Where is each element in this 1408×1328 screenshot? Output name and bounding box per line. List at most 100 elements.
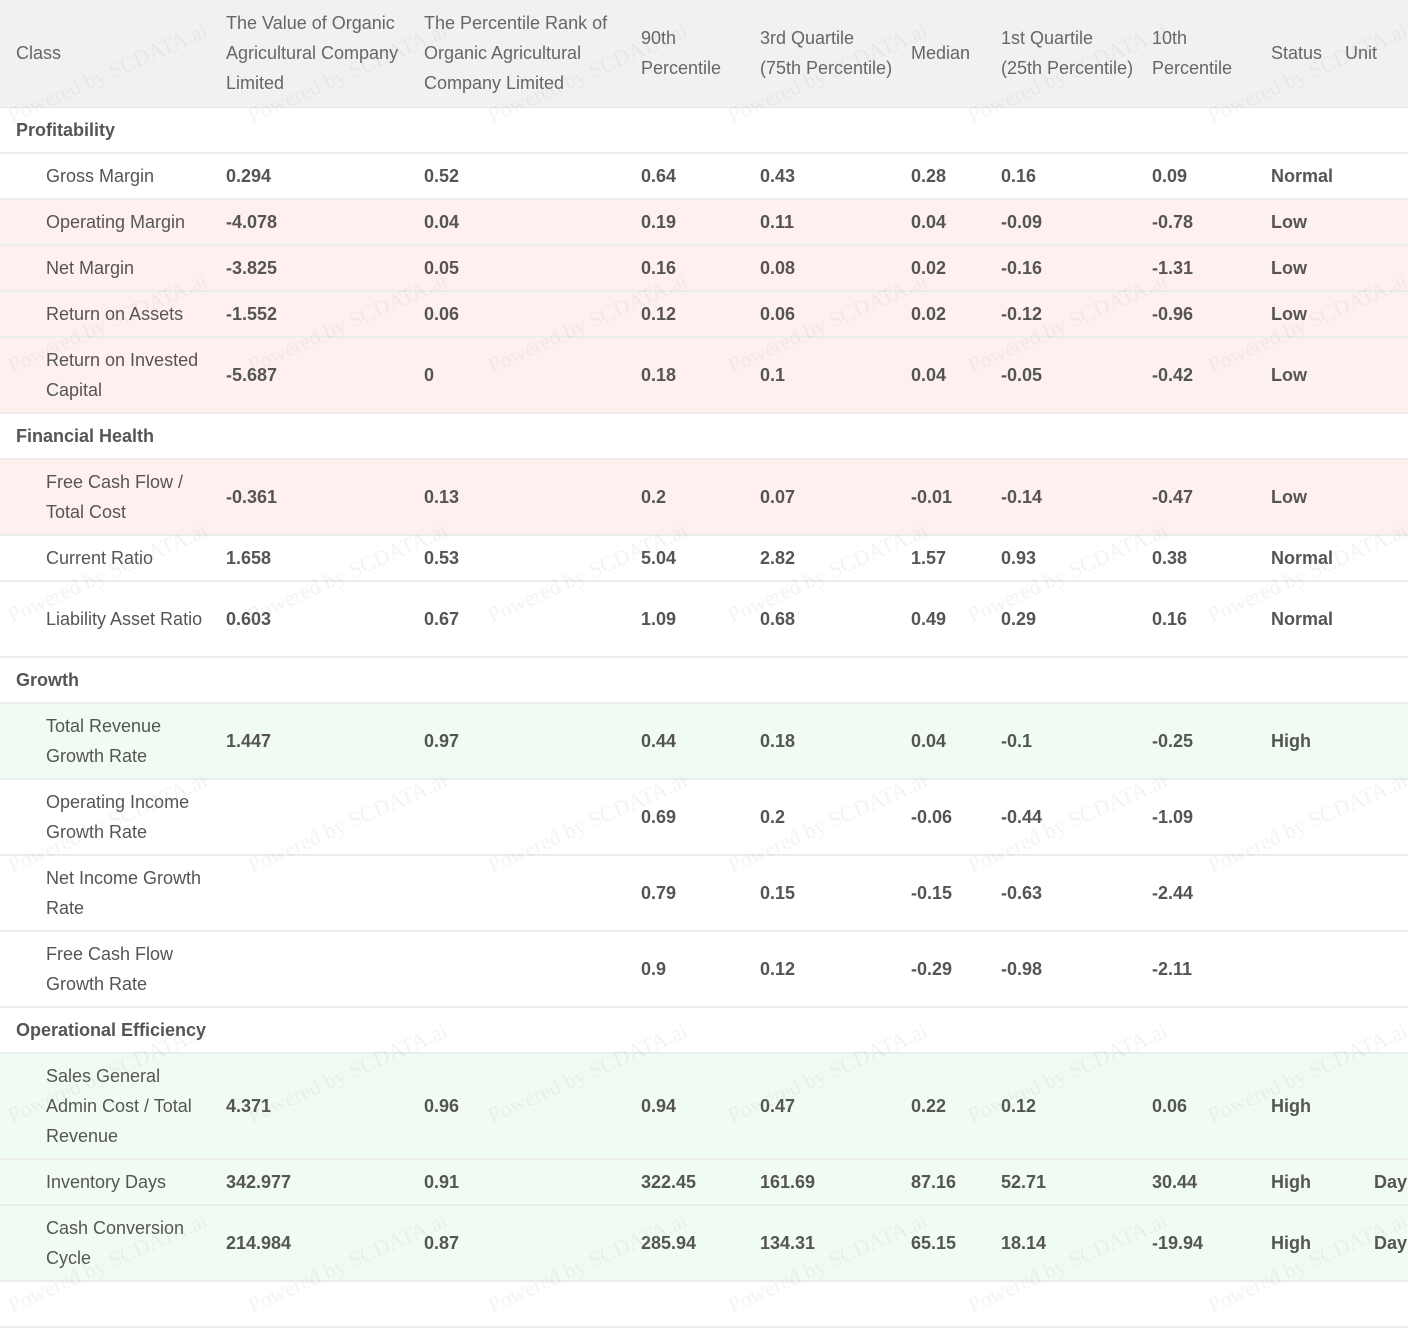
q3-value: 0.18 (744, 703, 895, 780)
median-value: 1.57 (895, 535, 985, 582)
company-value: 4.371 (210, 1053, 408, 1160)
median-value: 0.04 (895, 337, 985, 414)
metric-name: Sales General Admin Cost / Total Revenue (0, 1053, 210, 1160)
metric-name: Current Ratio (0, 535, 210, 582)
p10-value: -1.09 (1136, 779, 1255, 856)
q1-value: -0.1 (985, 703, 1136, 780)
metric-name: Return on Invested Capital (0, 337, 210, 414)
company-value (210, 931, 408, 1008)
percentile-rank: 0.67 (408, 581, 625, 658)
status-value: Low (1255, 291, 1345, 338)
section-title: Profitability (0, 107, 1408, 154)
section-title: Growth (0, 657, 1408, 704)
p10-value: -0.96 (1136, 291, 1255, 338)
percentile-rank: 0.06 (408, 291, 625, 338)
status-value: High (1255, 1159, 1345, 1206)
q1-value: -0.05 (985, 337, 1136, 414)
q3-value: 0.06 (744, 291, 895, 338)
p10-value: -0.78 (1136, 199, 1255, 246)
percentile-rank: 0.96 (408, 1053, 625, 1160)
unit-value: Day (1345, 1159, 1408, 1206)
percentile-rank: 0.04 (408, 199, 625, 246)
unit-value (1345, 291, 1408, 338)
header-percentile-rank: The Percentile Rank of Organic Agricultu… (408, 0, 625, 108)
median-value: 0.49 (895, 581, 985, 658)
company-value: 214.984 (210, 1205, 408, 1282)
p90-value: 285.94 (625, 1205, 744, 1282)
unit-value (1345, 199, 1408, 246)
q3-value: 0.12 (744, 931, 895, 1008)
unit-value (1345, 581, 1408, 658)
median-value: 0.02 (895, 291, 985, 338)
status-value: Normal (1255, 581, 1345, 658)
status-value (1255, 931, 1345, 1008)
company-value: -1.552 (210, 291, 408, 338)
section-title: Operational Efficiency (0, 1007, 1408, 1054)
q3-value: 0.11 (744, 199, 895, 246)
header-row: Class The Value of Organic Agricultural … (0, 0, 1408, 108)
table-row: Operating Margin -4.078 0.04 0.19 0.11 0… (0, 199, 1408, 246)
median-value: 0.04 (895, 703, 985, 780)
metric-name: Net Income Growth Rate (0, 855, 210, 932)
metric-name: Liability Asset Ratio (0, 581, 210, 658)
percentile-rank (408, 931, 625, 1008)
percentile-rank: 0.91 (408, 1159, 625, 1206)
company-value: -5.687 (210, 337, 408, 414)
table-row: Net Margin -3.825 0.05 0.16 0.08 0.02 -0… (0, 245, 1408, 292)
metric-name: Gross Margin (0, 153, 210, 200)
percentile-rank (408, 779, 625, 856)
q1-value: -0.98 (985, 931, 1136, 1008)
q3-value: 0.47 (744, 1053, 895, 1160)
p10-value: 0.38 (1136, 535, 1255, 582)
q1-value: 0.16 (985, 153, 1136, 200)
header-90th-percentile: 90th Percentile (625, 0, 744, 108)
company-value: -0.361 (210, 459, 408, 536)
q3-value: 134.31 (744, 1205, 895, 1282)
status-value: High (1255, 703, 1345, 780)
percentile-rank: 0 (408, 337, 625, 414)
metric-name: Free Cash Flow Growth Rate (0, 931, 210, 1008)
unit-value: Day (1345, 1205, 1408, 1282)
p90-value: 0.79 (625, 855, 744, 932)
header-1st-quartile: 1st Quartile (25th Percentile) (985, 0, 1136, 108)
p90-value: 0.18 (625, 337, 744, 414)
p10-value: -0.42 (1136, 337, 1255, 414)
metric-name: Operating Income Growth Rate (0, 779, 210, 856)
median-value: 0.04 (895, 199, 985, 246)
p10-value: 0.06 (1136, 1053, 1255, 1160)
section-row-financial-health: Financial Health (0, 413, 1408, 460)
header-class: Class (0, 0, 210, 108)
status-value (1255, 779, 1345, 856)
p10-value: -2.11 (1136, 931, 1255, 1008)
median-value: 0.02 (895, 245, 985, 292)
q1-value: -0.09 (985, 199, 1136, 246)
p10-value: 0.16 (1136, 581, 1255, 658)
unit-value (1345, 459, 1408, 536)
company-value: 0.603 (210, 581, 408, 658)
q3-value: 0.2 (744, 779, 895, 856)
p90-value: 322.45 (625, 1159, 744, 1206)
q3-value: 0.07 (744, 459, 895, 536)
q1-value: 0.12 (985, 1053, 1136, 1160)
table-row: Current Ratio 1.658 0.53 5.04 2.82 1.57 … (0, 535, 1408, 582)
status-value: Normal (1255, 535, 1345, 582)
q1-value: -0.44 (985, 779, 1136, 856)
status-value (1255, 855, 1345, 932)
p10-value: 0.09 (1136, 153, 1255, 200)
metric-name: Total Revenue Growth Rate (0, 703, 210, 780)
median-value: 87.16 (895, 1159, 985, 1206)
q3-value: 0.08 (744, 245, 895, 292)
table-row: Cash Conversion Cycle 214.984 0.87 285.9… (0, 1205, 1408, 1282)
unit-value (1345, 337, 1408, 414)
p10-value: 30.44 (1136, 1159, 1255, 1206)
p90-value: 0.94 (625, 1053, 744, 1160)
metric-name: Inventory Days (0, 1159, 210, 1206)
p90-value: 0.19 (625, 199, 744, 246)
table-row: Total Revenue Growth Rate 1.447 0.97 0.4… (0, 703, 1408, 780)
percentile-rank (408, 855, 625, 932)
table-row: Liability Asset Ratio 0.603 0.67 1.09 0.… (0, 581, 1408, 658)
q1-value: -0.16 (985, 245, 1136, 292)
unit-value (1345, 245, 1408, 292)
